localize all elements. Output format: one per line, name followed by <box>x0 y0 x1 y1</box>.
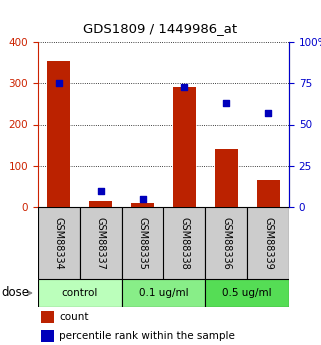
Bar <box>205 279 289 307</box>
Point <box>98 188 103 193</box>
Text: GSM88334: GSM88334 <box>54 217 64 269</box>
Text: dose: dose <box>2 286 30 299</box>
Point <box>182 84 187 89</box>
Text: GSM88338: GSM88338 <box>179 217 189 269</box>
Bar <box>48 61 70 207</box>
Bar <box>173 87 196 207</box>
Point <box>56 80 62 86</box>
Point <box>224 100 229 106</box>
Bar <box>122 207 163 279</box>
Point <box>140 196 145 201</box>
Bar <box>40 311 54 323</box>
Text: GSM88339: GSM88339 <box>263 217 273 269</box>
Bar <box>122 279 205 307</box>
Text: 0.1 ug/ml: 0.1 ug/ml <box>139 288 188 298</box>
Text: GDS1809 / 1449986_at: GDS1809 / 1449986_at <box>83 22 238 36</box>
Bar <box>205 207 247 279</box>
Text: GSM88337: GSM88337 <box>96 217 106 269</box>
Bar <box>163 207 205 279</box>
Bar <box>80 207 122 279</box>
Text: percentile rank within the sample: percentile rank within the sample <box>59 331 235 341</box>
Bar <box>131 203 154 207</box>
Text: control: control <box>62 288 98 298</box>
Bar <box>38 279 122 307</box>
Bar <box>38 207 80 279</box>
Text: 0.5 ug/ml: 0.5 ug/ml <box>222 288 272 298</box>
Text: GSM88335: GSM88335 <box>138 217 148 269</box>
Bar <box>215 149 238 207</box>
Bar <box>256 180 280 207</box>
Bar <box>247 207 289 279</box>
Bar <box>89 201 112 207</box>
Bar <box>40 330 54 342</box>
Point <box>265 110 271 116</box>
Text: count: count <box>59 312 89 322</box>
Text: GSM88336: GSM88336 <box>221 217 231 269</box>
